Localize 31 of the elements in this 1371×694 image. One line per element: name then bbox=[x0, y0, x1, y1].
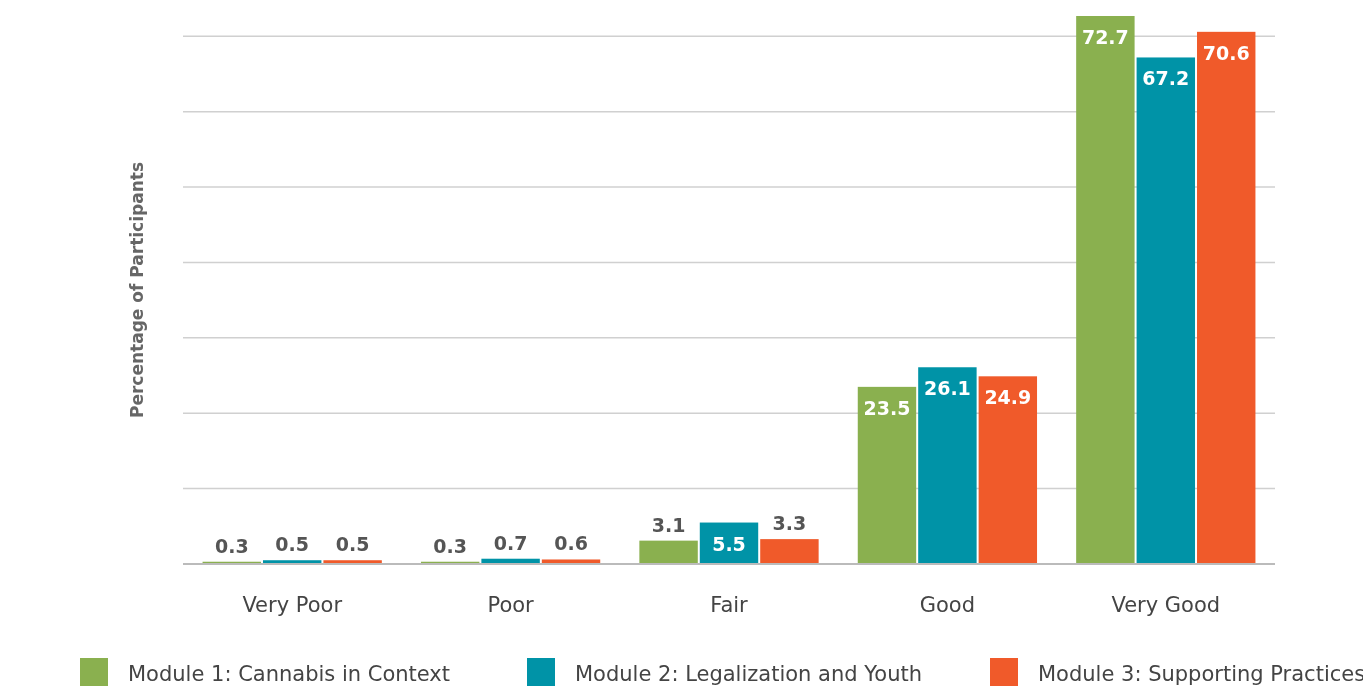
legend-label: Module 1: Cannabis in Context bbox=[128, 662, 451, 686]
bar bbox=[1197, 31, 1256, 564]
data-label: 24.9 bbox=[984, 386, 1032, 409]
bar bbox=[1136, 57, 1196, 564]
bar bbox=[978, 376, 1038, 564]
data-label: 3.3 bbox=[772, 512, 807, 535]
data-label: 0.5 bbox=[275, 533, 310, 556]
x-tick-label: Very Good bbox=[1111, 593, 1221, 617]
data-label: 0.5 bbox=[335, 533, 370, 556]
data-label: 72.7 bbox=[1081, 26, 1129, 48]
data-label: 0.7 bbox=[493, 531, 528, 554]
data-label: 23.5 bbox=[863, 396, 911, 419]
x-tick-label: Poor bbox=[487, 593, 535, 617]
data-label: 0.3 bbox=[214, 534, 249, 557]
data-label: 0.6 bbox=[554, 532, 588, 555]
x-tick-label: Good bbox=[919, 593, 976, 617]
x-tick-label: Fair bbox=[710, 593, 749, 617]
data-label: 3.1 bbox=[651, 513, 686, 536]
bar bbox=[639, 540, 698, 564]
bar bbox=[760, 539, 819, 564]
data-label: 5.5 bbox=[712, 532, 746, 555]
legend-label: Module 2: Legalization and Youth bbox=[575, 662, 922, 686]
data-label: 0.3 bbox=[433, 534, 468, 557]
y-axis-title: Percentage of Participants bbox=[127, 162, 147, 418]
bar bbox=[857, 386, 917, 564]
data-label: 26.1 bbox=[923, 377, 971, 400]
bar bbox=[918, 367, 977, 564]
x-tick-label: Very Poor bbox=[242, 593, 343, 617]
data-label: 70.6 bbox=[1202, 41, 1250, 64]
data-label: 67.2 bbox=[1142, 67, 1190, 90]
bar bbox=[1076, 16, 1135, 564]
